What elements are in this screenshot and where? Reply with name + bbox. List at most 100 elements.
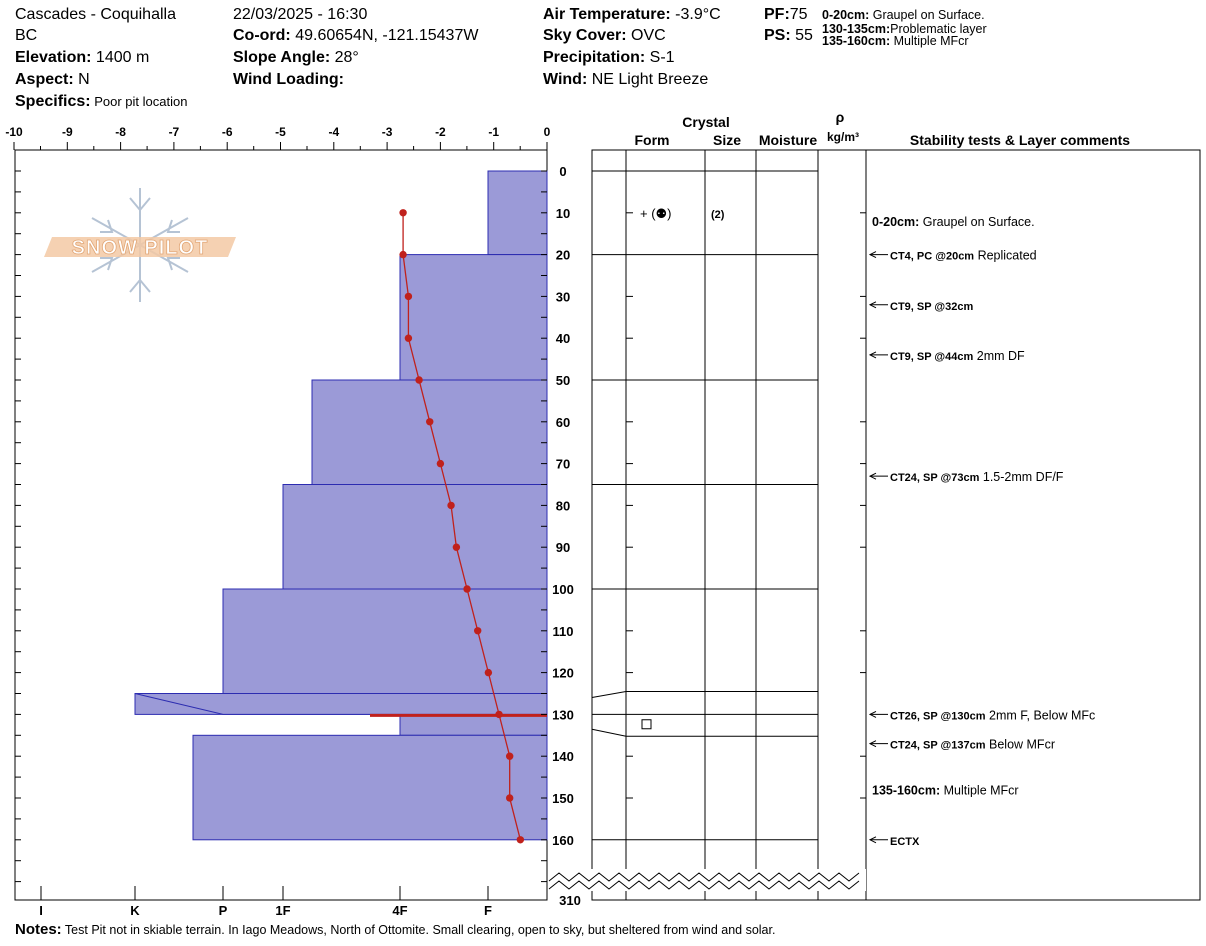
- comment-text: Graupel on Surface.: [919, 215, 1034, 229]
- layer-note-range: 130-135cm:: [822, 22, 891, 36]
- temperature-point: [447, 501, 455, 510]
- region: BC: [15, 27, 38, 44]
- layer-note-range: 135-160cm:: [822, 34, 891, 48]
- hardness-label: 4F: [392, 903, 407, 918]
- temp-tick-label: -9: [62, 125, 73, 139]
- temp-tick-label: -7: [169, 125, 180, 139]
- pf-label: PF:: [764, 6, 790, 23]
- depth-label: 10: [556, 206, 570, 221]
- temp-tick-label: -6: [222, 125, 233, 139]
- moisture-header: Moisture: [759, 132, 818, 148]
- hardness-label: 1F: [275, 903, 290, 918]
- wind-loading: Wind Loading:: [233, 70, 344, 89]
- precip-label: Precipitation:: [543, 49, 646, 66]
- hardness-bar: [311, 379, 548, 485]
- air-temperature: Air Temperature: -3.9°C: [543, 5, 721, 24]
- table-frame: [591, 149, 1201, 901]
- comments-panel: 0-20cm: Graupel on Surface. CT4, PC @20cm…: [868, 215, 1095, 848]
- stability-comment: CT24, SP @137cm Below MFcr: [890, 738, 1055, 752]
- depth-label: 120: [552, 666, 574, 681]
- temperature-line: [402, 212, 521, 840]
- temperature-point: [399, 209, 407, 217]
- depth-label: 60: [556, 415, 570, 430]
- notes-label: Notes:: [15, 921, 62, 938]
- elevation: Elevation: 1400 m: [15, 48, 149, 67]
- depth-label: 160: [552, 833, 574, 848]
- hardness-bar: [399, 254, 548, 381]
- density-unit-header: kg/m³: [827, 130, 859, 144]
- aspect: Aspect: N: [15, 70, 90, 89]
- stability-comment: CT4, PC @20cm Replicated: [890, 249, 1037, 263]
- crystal-form: + (⚉): [640, 206, 672, 221]
- depth-label: 20: [556, 248, 570, 263]
- depth-label: 100: [552, 582, 574, 597]
- precip-value: S-1: [645, 49, 675, 66]
- coordinates: Co-ord: 49.60654N, -121.15437W: [233, 26, 478, 45]
- temp-tick-label: 0: [544, 125, 551, 139]
- comment-text: 1.5-2mm DF/F: [979, 470, 1063, 484]
- hardness-bar: [399, 713, 548, 736]
- snowpilot-logo: SNOW PILOT: [44, 188, 236, 302]
- air-temp-label: Air Temperature:: [543, 6, 671, 23]
- depth-label: 70: [556, 457, 570, 472]
- aspect-label: Aspect:: [15, 71, 74, 88]
- sky-label: Sky Cover:: [543, 27, 627, 44]
- crystal-size: (2): [711, 209, 725, 221]
- comment-test: CT24, SP @73cm: [890, 472, 980, 484]
- comment-arrowhead: [868, 710, 877, 718]
- layer-note-text: Graupel on Surface.: [869, 8, 985, 22]
- comment-test: CT9, SP @32cm: [890, 301, 974, 313]
- temperature-point: [436, 459, 445, 468]
- temperature-point: [452, 543, 461, 551]
- coord-value: 49.60654N, -121.15437W: [290, 27, 479, 44]
- temperature-point: [474, 627, 482, 635]
- comment-arrowhead: [868, 251, 877, 259]
- wind-value: NE Light Breeze: [587, 71, 709, 88]
- rho-header: ρ: [836, 109, 845, 125]
- slope-angle: Slope Angle: 28°: [233, 48, 359, 67]
- comment-test: 0-20cm:: [872, 215, 919, 229]
- wind-label: Wind:: [543, 71, 588, 88]
- hardness-bar: [487, 170, 548, 256]
- comment-arrowhead: [868, 836, 877, 844]
- hardness-bar: [192, 734, 548, 841]
- depth-label: 50: [556, 373, 570, 388]
- temperature-point: [399, 250, 407, 259]
- air-temp-value: -3.9°C: [670, 6, 721, 23]
- coord-label: Co-ord:: [233, 27, 291, 44]
- specifics-label: Specifics:: [15, 93, 91, 110]
- ps-label: PS:: [764, 27, 791, 44]
- hardness-bar-slope: [134, 693, 548, 715]
- temp-tick-label: -5: [275, 125, 286, 139]
- stability-comment: ECTX: [890, 836, 920, 848]
- comment-test: CT24, SP @137cm: [890, 740, 986, 752]
- temperature-point: [484, 668, 493, 677]
- notes: Notes: Test Pit not in skiable terrain. …: [15, 922, 775, 938]
- hardness-bar: [222, 588, 548, 694]
- crystal-header: Crystal: [682, 114, 729, 130]
- temperature-point: [404, 334, 413, 342]
- crystal-form-square: [641, 719, 652, 730]
- depth-bottom-label: 310: [559, 893, 581, 908]
- slope-label: Slope Angle:: [233, 49, 331, 66]
- form-header: Form: [635, 132, 670, 148]
- temperature-point: [505, 794, 514, 802]
- depth-break-line: [548, 880, 860, 890]
- sky-value: OVC: [626, 27, 666, 44]
- plot-area: -10 -9 -8 -7 -6 -5 -4 -3 -2 -1 0I K P 1F 4F F: [5, 125, 550, 918]
- wind-loading-label: Wind Loading:: [233, 71, 344, 88]
- size-header: Size: [713, 132, 741, 148]
- pf-value: 75: [789, 6, 808, 23]
- temperature-point: [516, 836, 525, 844]
- stability-comment: 0-20cm: Graupel on Surface.: [872, 215, 1035, 229]
- precipitation: Precipitation: S-1: [543, 48, 675, 67]
- comment-test: CT9, SP @44cm: [890, 351, 974, 363]
- aspect-value: N: [73, 71, 90, 88]
- specifics: Specifics: Poor pit location: [15, 92, 187, 111]
- temperature-point: [505, 752, 514, 760]
- depth-label: 40: [556, 331, 570, 346]
- sky-cover: Sky Cover: OVC: [543, 26, 666, 45]
- comment-text: Multiple MFcr: [940, 784, 1018, 798]
- layer-note-text: Multiple MFcr: [890, 34, 969, 48]
